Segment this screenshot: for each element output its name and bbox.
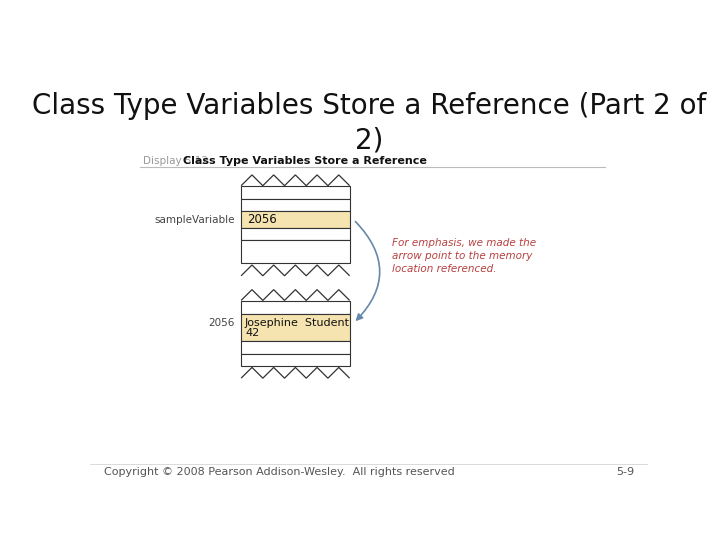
Text: 2056: 2056 (248, 213, 277, 226)
Text: Class Type Variables Store a Reference (Part 2 of
2): Class Type Variables Store a Reference (… (32, 92, 706, 154)
Text: For emphasis, we made the
arrow point to the memory
location referenced.: For emphasis, we made the arrow point to… (392, 238, 536, 274)
Text: Display 5.12: Display 5.12 (143, 157, 208, 166)
Text: 5-9: 5-9 (616, 467, 634, 477)
Bar (241, 228, 350, 240)
Bar (241, 240, 350, 264)
Text: sampleVariable: sampleVariable (154, 214, 235, 225)
Text: 2056: 2056 (209, 318, 235, 328)
Text: Copyright © 2008 Pearson Addison-Wesley.  All rights reserved: Copyright © 2008 Pearson Addison-Wesley.… (104, 467, 455, 477)
Text: Class Type Variables Store a Reference: Class Type Variables Store a Reference (183, 157, 427, 166)
Bar (241, 186, 350, 199)
Bar (241, 341, 350, 354)
Bar (241, 314, 350, 341)
Bar (241, 354, 350, 366)
Bar (241, 301, 350, 314)
Text: Josephine  Student: Josephine Student (245, 318, 350, 328)
Bar (241, 211, 350, 228)
Bar (241, 199, 350, 211)
Text: 42: 42 (245, 328, 259, 339)
